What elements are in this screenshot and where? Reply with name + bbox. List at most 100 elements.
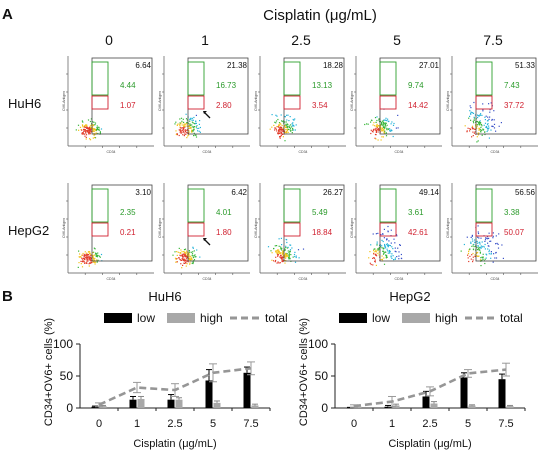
- scatter-dot: [78, 129, 80, 131]
- scatter-dot: [275, 256, 277, 258]
- scatter-dot: [476, 240, 478, 242]
- axis-y-title: OV6-Antigen: [254, 218, 258, 238]
- scatter-dot: [83, 254, 86, 256]
- scatter-dot: [470, 107, 472, 109]
- scatter-dot: [280, 132, 282, 134]
- axis-y-title: OV6-Antigen: [254, 91, 258, 111]
- scatter-dot: [384, 247, 386, 249]
- scatter-dot: [374, 133, 377, 136]
- scatter-dot: [486, 128, 488, 130]
- scatter-dot: [79, 126, 82, 128]
- scatter-dot: [383, 131, 385, 133]
- row-label-hepg2: HepG2: [8, 223, 49, 238]
- scatter-dot: [191, 262, 193, 264]
- scatter-dot: [93, 247, 95, 249]
- gate-red-value: 37.72: [504, 101, 525, 110]
- scatter-dot: [375, 233, 377, 235]
- scatter-dot: [385, 257, 387, 259]
- scatter-dot: [486, 130, 488, 133]
- scatter-dot: [184, 252, 186, 254]
- scatter-dot: [181, 124, 183, 126]
- scatter-dot: [470, 242, 472, 244]
- scatter-dot: [192, 246, 194, 248]
- scatter-dot: [378, 118, 380, 120]
- y-axis-label: CD34+OV6+ cells (%): [298, 318, 310, 426]
- scatter-dot: [382, 250, 384, 252]
- scatter-dot: [381, 136, 383, 138]
- scatter-dot: [468, 249, 470, 251]
- scatter-dot: [180, 129, 182, 131]
- scatter-dot: [471, 128, 474, 130]
- scatter-dot: [489, 116, 491, 118]
- scatter-dot: [375, 131, 377, 133]
- scatter-dot: [386, 120, 388, 122]
- scatter-dot: [287, 128, 289, 131]
- scatter-dot: [84, 251, 86, 253]
- scatter-dot: [482, 103, 484, 105]
- scatter-dot: [386, 256, 388, 258]
- scatter-dot: [280, 257, 282, 259]
- scatter-dot: [185, 265, 187, 267]
- gate-green-value: 3.38: [504, 208, 520, 217]
- scatter-dot: [176, 254, 178, 256]
- scatter-dot: [89, 257, 91, 259]
- axis-y-title: OV6-Antigen: [158, 91, 162, 111]
- scatter-dot: [385, 254, 388, 256]
- scatter-dot: [196, 249, 198, 251]
- scatter-dot: [95, 252, 97, 254]
- scatter-dot: [287, 246, 289, 248]
- axis-y-title: OV6-Antigen: [446, 218, 450, 238]
- scatter-dot: [281, 129, 284, 131]
- scatter-dot: [284, 259, 286, 262]
- scatter-dot: [370, 132, 372, 135]
- scatter-dot: [179, 252, 182, 254]
- scatter-dot: [88, 127, 90, 129]
- scatter-dot: [185, 132, 187, 134]
- scatter-dot: [478, 124, 480, 126]
- scatter-dot: [477, 231, 479, 233]
- gate-total-value: 18.28: [323, 61, 344, 70]
- scatter-dot: [89, 131, 91, 133]
- scatter-dot: [189, 255, 191, 257]
- scatter-dot: [285, 257, 287, 259]
- scatter-dot: [381, 120, 383, 122]
- scatter-dot: [367, 123, 369, 125]
- axis-x-title: CD34: [107, 150, 116, 154]
- scatter-dot: [288, 125, 290, 127]
- axis-y-title: OV6-Antigen: [62, 91, 66, 111]
- scatter-dot: [82, 260, 84, 262]
- scatter-dot: [92, 129, 94, 131]
- legend-label-high: high: [200, 311, 223, 325]
- scatter-dot: [490, 252, 492, 254]
- scatter-dot: [498, 233, 500, 235]
- scatter-dot: [87, 256, 89, 258]
- legend-swatch-low: [104, 313, 132, 323]
- scatter-dot: [396, 256, 398, 258]
- scatter-dot: [96, 259, 98, 261]
- scatter-dot: [91, 123, 93, 125]
- scatter-dot: [492, 232, 494, 234]
- scatter-dot: [276, 252, 278, 255]
- scatter-dot: [79, 253, 81, 255]
- scatter-dot: [89, 120, 92, 123]
- scatter-dot: [469, 105, 471, 107]
- scatter-dot: [193, 135, 195, 137]
- scatter-dot: [77, 124, 80, 126]
- scatter-dot: [98, 127, 100, 129]
- scatter-dot: [92, 130, 94, 133]
- scatter-dot: [286, 129, 288, 131]
- axis-x-title: CD34: [107, 277, 116, 281]
- scatter-dot: [286, 130, 288, 132]
- scatter-dot: [378, 125, 380, 127]
- scatter-dot: [284, 132, 286, 134]
- scatter-dot: [89, 129, 91, 131]
- y-tick-label: 50: [60, 369, 74, 383]
- scatter-dot: [490, 257, 492, 259]
- scatter-dot: [374, 259, 376, 261]
- scatter-dot: [479, 120, 481, 122]
- scatter-dot: [372, 233, 374, 235]
- scatter-dot: [488, 118, 490, 120]
- scatter-dot: [292, 122, 294, 124]
- scatter-dot: [193, 250, 195, 252]
- scatter-dot: [90, 258, 92, 260]
